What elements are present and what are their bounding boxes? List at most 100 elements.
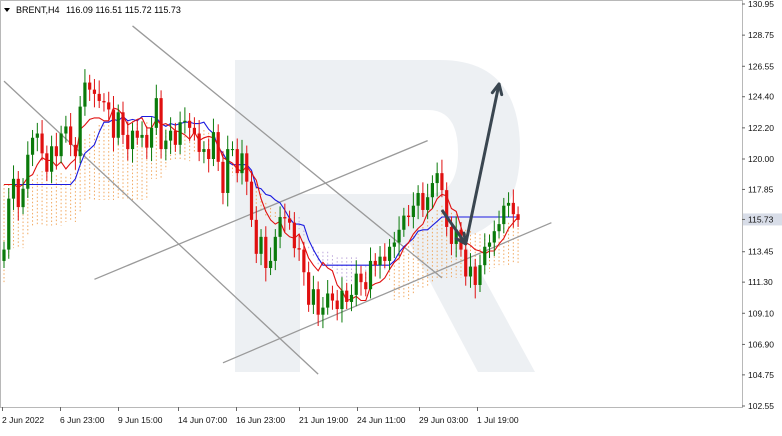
candle-body <box>21 188 25 208</box>
x-tick-label: 14 Jun 07:00 <box>178 415 227 425</box>
candle-body <box>235 149 239 174</box>
candle-body <box>135 130 139 138</box>
candle-body <box>64 126 68 134</box>
candle-body <box>202 149 206 152</box>
candle-body <box>30 137 35 155</box>
candle-body <box>487 242 492 247</box>
ohlc-values: 116.09 116.51 115.72 115.73 <box>66 5 181 15</box>
candle-body <box>11 178 16 199</box>
candle-body <box>35 133 39 138</box>
forecast-arrowhead-2 <box>490 82 504 97</box>
candle-body <box>345 290 349 302</box>
forecast-arrows <box>440 82 504 246</box>
y-tick-label: 130.95 <box>748 0 774 9</box>
y-tick-label: 104.75 <box>748 370 774 380</box>
candle-body <box>283 217 287 219</box>
candle-body <box>16 178 20 208</box>
candle-body <box>221 161 225 193</box>
candle-body <box>426 197 430 210</box>
candle-body <box>145 134 149 148</box>
candle-body <box>416 192 420 206</box>
candle-body <box>197 133 201 152</box>
candle-body <box>149 127 154 148</box>
candles <box>2 69 520 329</box>
candle-body <box>230 149 235 151</box>
trend-line-2 <box>132 25 443 279</box>
forecast-arrow-1 <box>440 209 467 245</box>
candle-body <box>54 146 58 157</box>
candle-body <box>216 132 220 162</box>
candle-body <box>492 231 496 243</box>
candle-body <box>407 215 411 218</box>
x-tick-label: 1 Jul 19:00 <box>477 415 519 425</box>
candle-body <box>107 102 111 110</box>
candle-body <box>330 293 335 301</box>
candle-body <box>454 229 458 244</box>
candle-body <box>154 98 158 128</box>
x-tick-label: 6 Jun 23:00 <box>60 415 105 425</box>
candle-body <box>45 153 49 172</box>
candle-body <box>445 190 449 227</box>
kijun-sen-line <box>4 115 519 266</box>
trend-lines <box>3 25 552 375</box>
candle-body <box>368 260 373 290</box>
y-tick-label: 111.30 <box>748 277 773 287</box>
candle-body <box>297 248 301 250</box>
y-tick-label: 126.55 <box>748 61 774 71</box>
candle-body <box>435 173 439 184</box>
x-tick-label: 29 Jun 03:00 <box>419 415 468 425</box>
candle-body <box>240 153 244 174</box>
x-tick-label: 21 Jun 19:00 <box>299 415 348 425</box>
candle-body <box>126 134 130 150</box>
candle-body <box>188 120 192 128</box>
trend-line-3 <box>94 139 428 280</box>
candle-body <box>140 134 144 138</box>
candle-body <box>478 265 482 285</box>
y-tick-label: 117.85 <box>748 184 774 194</box>
forecast-arrow-2 <box>464 83 501 245</box>
x-tick-label: 2 Jun 2022 <box>2 415 44 425</box>
candle-body <box>59 133 63 157</box>
candle-body <box>183 120 187 123</box>
candle-body <box>321 307 325 315</box>
candle-body <box>159 98 163 150</box>
candle-body <box>169 130 173 141</box>
candle-body <box>207 149 211 159</box>
candle-body <box>73 144 77 157</box>
candle-body <box>464 249 468 277</box>
candle-body <box>440 173 444 191</box>
candle-body <box>473 266 477 285</box>
y-tick-label: 113.45 <box>748 247 774 257</box>
candle-body <box>259 236 263 254</box>
candle-body <box>307 272 311 305</box>
watermark-r-shape <box>235 60 535 372</box>
candle-body <box>392 242 396 247</box>
candle-body <box>502 205 506 225</box>
y-tick-label: 115.73 <box>748 214 774 224</box>
candle-body <box>40 133 44 154</box>
candle-body <box>245 153 249 182</box>
candle-body <box>402 215 406 230</box>
candle-body <box>130 130 135 150</box>
candle-body <box>268 260 273 268</box>
symbol-dropdown-icon[interactable] <box>4 8 10 12</box>
candle-body <box>83 82 87 107</box>
candle-body <box>69 126 73 145</box>
candle-body <box>292 222 296 249</box>
candle-body <box>468 266 473 277</box>
symbol-label: BRENT,H4 <box>16 5 60 15</box>
candle-body <box>192 127 196 134</box>
candle-body <box>411 205 415 218</box>
candle-body <box>326 293 330 308</box>
candle-body <box>226 149 230 193</box>
watermark-logo <box>235 60 535 372</box>
y-tick-label: 102.55 <box>748 401 774 411</box>
candle-body <box>102 100 106 103</box>
y-tick-label: 124.40 <box>748 92 774 102</box>
candle-body <box>483 246 487 266</box>
candle-body <box>430 183 434 198</box>
candle-body <box>164 140 168 150</box>
candle-body <box>7 198 11 250</box>
candle-body <box>264 236 268 268</box>
